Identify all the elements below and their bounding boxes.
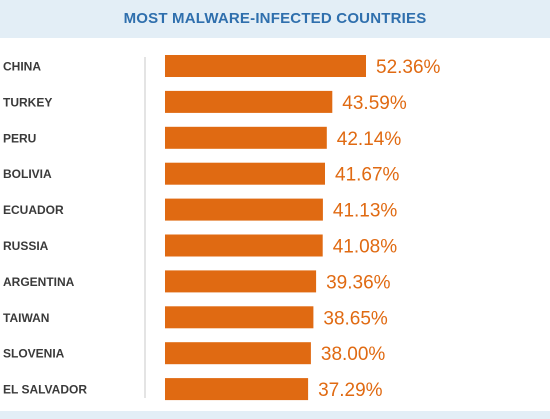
bar: [165, 126, 327, 149]
bar: [165, 342, 311, 365]
value-label: 52.36%: [376, 57, 441, 78]
category-label: BOLIVIA: [3, 167, 52, 181]
value-label: 41.13%: [333, 201, 398, 222]
category-label: TAIWAN: [3, 311, 49, 325]
category-label: TURKEY: [3, 95, 52, 109]
value-label: 38.65%: [323, 308, 388, 329]
bar: [165, 270, 317, 293]
bar: [165, 198, 323, 221]
bar: [165, 55, 366, 77]
title-band: [0, 0, 550, 38]
chart-title: MOST MALWARE-INFECTED COUNTRIES: [123, 10, 427, 27]
value-label: 42.14%: [337, 129, 402, 150]
value-label: 41.08%: [333, 237, 398, 258]
bar: [165, 378, 309, 401]
category-label: CHINA: [3, 60, 41, 74]
value-label: 39.36%: [326, 272, 391, 293]
category-label: PERU: [3, 131, 36, 145]
bottom-band: [0, 411, 550, 419]
value-label: 43.59%: [342, 93, 407, 114]
value-label: 38.00%: [321, 344, 386, 365]
bar: [165, 234, 323, 257]
value-label: 37.29%: [318, 380, 383, 401]
category-label: ARGENTINA: [3, 275, 75, 289]
category-label: SLOVENIA: [3, 347, 65, 361]
category-label: RUSSIA: [3, 239, 49, 253]
bar: [165, 306, 314, 329]
category-label: ECUADOR: [3, 203, 64, 217]
value-label: 41.67%: [335, 165, 400, 186]
category-label: EL SALVADOR: [3, 383, 87, 397]
bar: [165, 90, 333, 113]
bar: [165, 162, 325, 185]
